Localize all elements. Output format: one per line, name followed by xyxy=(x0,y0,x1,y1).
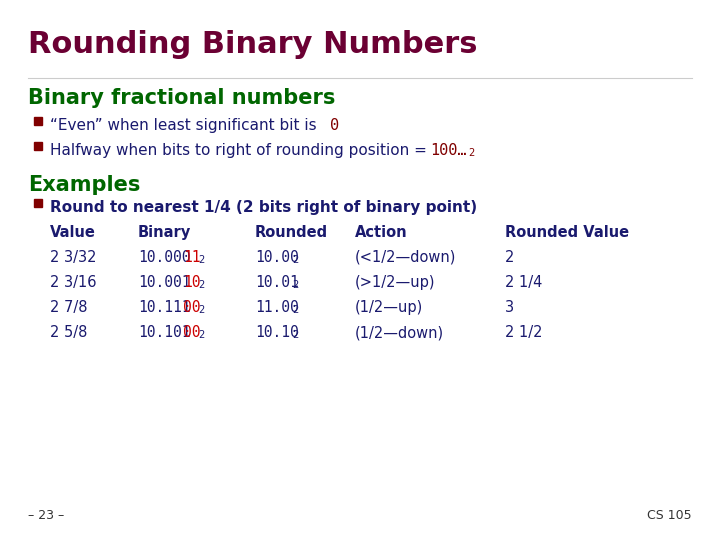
Text: 3: 3 xyxy=(505,300,514,315)
Text: 2 3/32: 2 3/32 xyxy=(50,250,96,265)
Text: 10.00: 10.00 xyxy=(255,250,299,265)
Text: CS 105: CS 105 xyxy=(647,509,692,522)
Text: 2: 2 xyxy=(292,255,299,265)
Text: 100…: 100… xyxy=(430,143,467,158)
Text: 2 5/8: 2 5/8 xyxy=(50,325,87,340)
Text: 2: 2 xyxy=(292,330,299,340)
Text: 10.101: 10.101 xyxy=(138,325,191,340)
Text: 10.10: 10.10 xyxy=(255,325,299,340)
Text: (>1/2—up): (>1/2—up) xyxy=(355,275,436,290)
Bar xyxy=(34,199,42,207)
Text: 0: 0 xyxy=(330,118,339,133)
Text: (<1/2—down): (<1/2—down) xyxy=(355,250,456,265)
Text: 2: 2 xyxy=(198,280,204,290)
Text: 2 3/16: 2 3/16 xyxy=(50,275,96,290)
Text: Action: Action xyxy=(355,225,408,240)
Text: 10.000: 10.000 xyxy=(138,250,191,265)
Bar xyxy=(34,142,42,150)
Text: 10.001: 10.001 xyxy=(138,275,191,290)
Text: Examples: Examples xyxy=(28,175,140,195)
Text: 2: 2 xyxy=(198,305,204,315)
Text: 10.01: 10.01 xyxy=(255,275,299,290)
Text: 2: 2 xyxy=(505,250,514,265)
Text: Binary fractional numbers: Binary fractional numbers xyxy=(28,88,336,108)
Text: Halfway when bits to right of rounding position =: Halfway when bits to right of rounding p… xyxy=(50,143,432,158)
Text: Round to nearest 1/4 (2 bits right of binary point): Round to nearest 1/4 (2 bits right of bi… xyxy=(50,200,477,215)
Text: 2 7/8: 2 7/8 xyxy=(50,300,88,315)
Text: 11: 11 xyxy=(183,250,200,265)
Text: 2: 2 xyxy=(292,305,299,315)
Text: 00: 00 xyxy=(183,325,200,340)
Text: 10.111: 10.111 xyxy=(138,300,191,315)
Text: (1/2—down): (1/2—down) xyxy=(355,325,444,340)
Text: Rounded: Rounded xyxy=(255,225,328,240)
Text: Rounded Value: Rounded Value xyxy=(505,225,629,240)
Text: Value: Value xyxy=(50,225,96,240)
Text: 2 1/2: 2 1/2 xyxy=(505,325,542,340)
Text: – 23 –: – 23 – xyxy=(28,509,64,522)
Text: “Even” when least significant bit is: “Even” when least significant bit is xyxy=(50,118,322,133)
Text: 2: 2 xyxy=(198,330,204,340)
Text: 2: 2 xyxy=(292,280,299,290)
Text: 00: 00 xyxy=(183,300,200,315)
Text: 11.00: 11.00 xyxy=(255,300,299,315)
Text: 2: 2 xyxy=(468,148,474,158)
Bar xyxy=(34,117,42,125)
Text: Rounding Binary Numbers: Rounding Binary Numbers xyxy=(28,30,477,59)
Text: 2 1/4: 2 1/4 xyxy=(505,275,542,290)
Text: Binary: Binary xyxy=(138,225,192,240)
Text: 2: 2 xyxy=(198,255,204,265)
Text: 10: 10 xyxy=(183,275,200,290)
Text: (1/2—up): (1/2—up) xyxy=(355,300,423,315)
